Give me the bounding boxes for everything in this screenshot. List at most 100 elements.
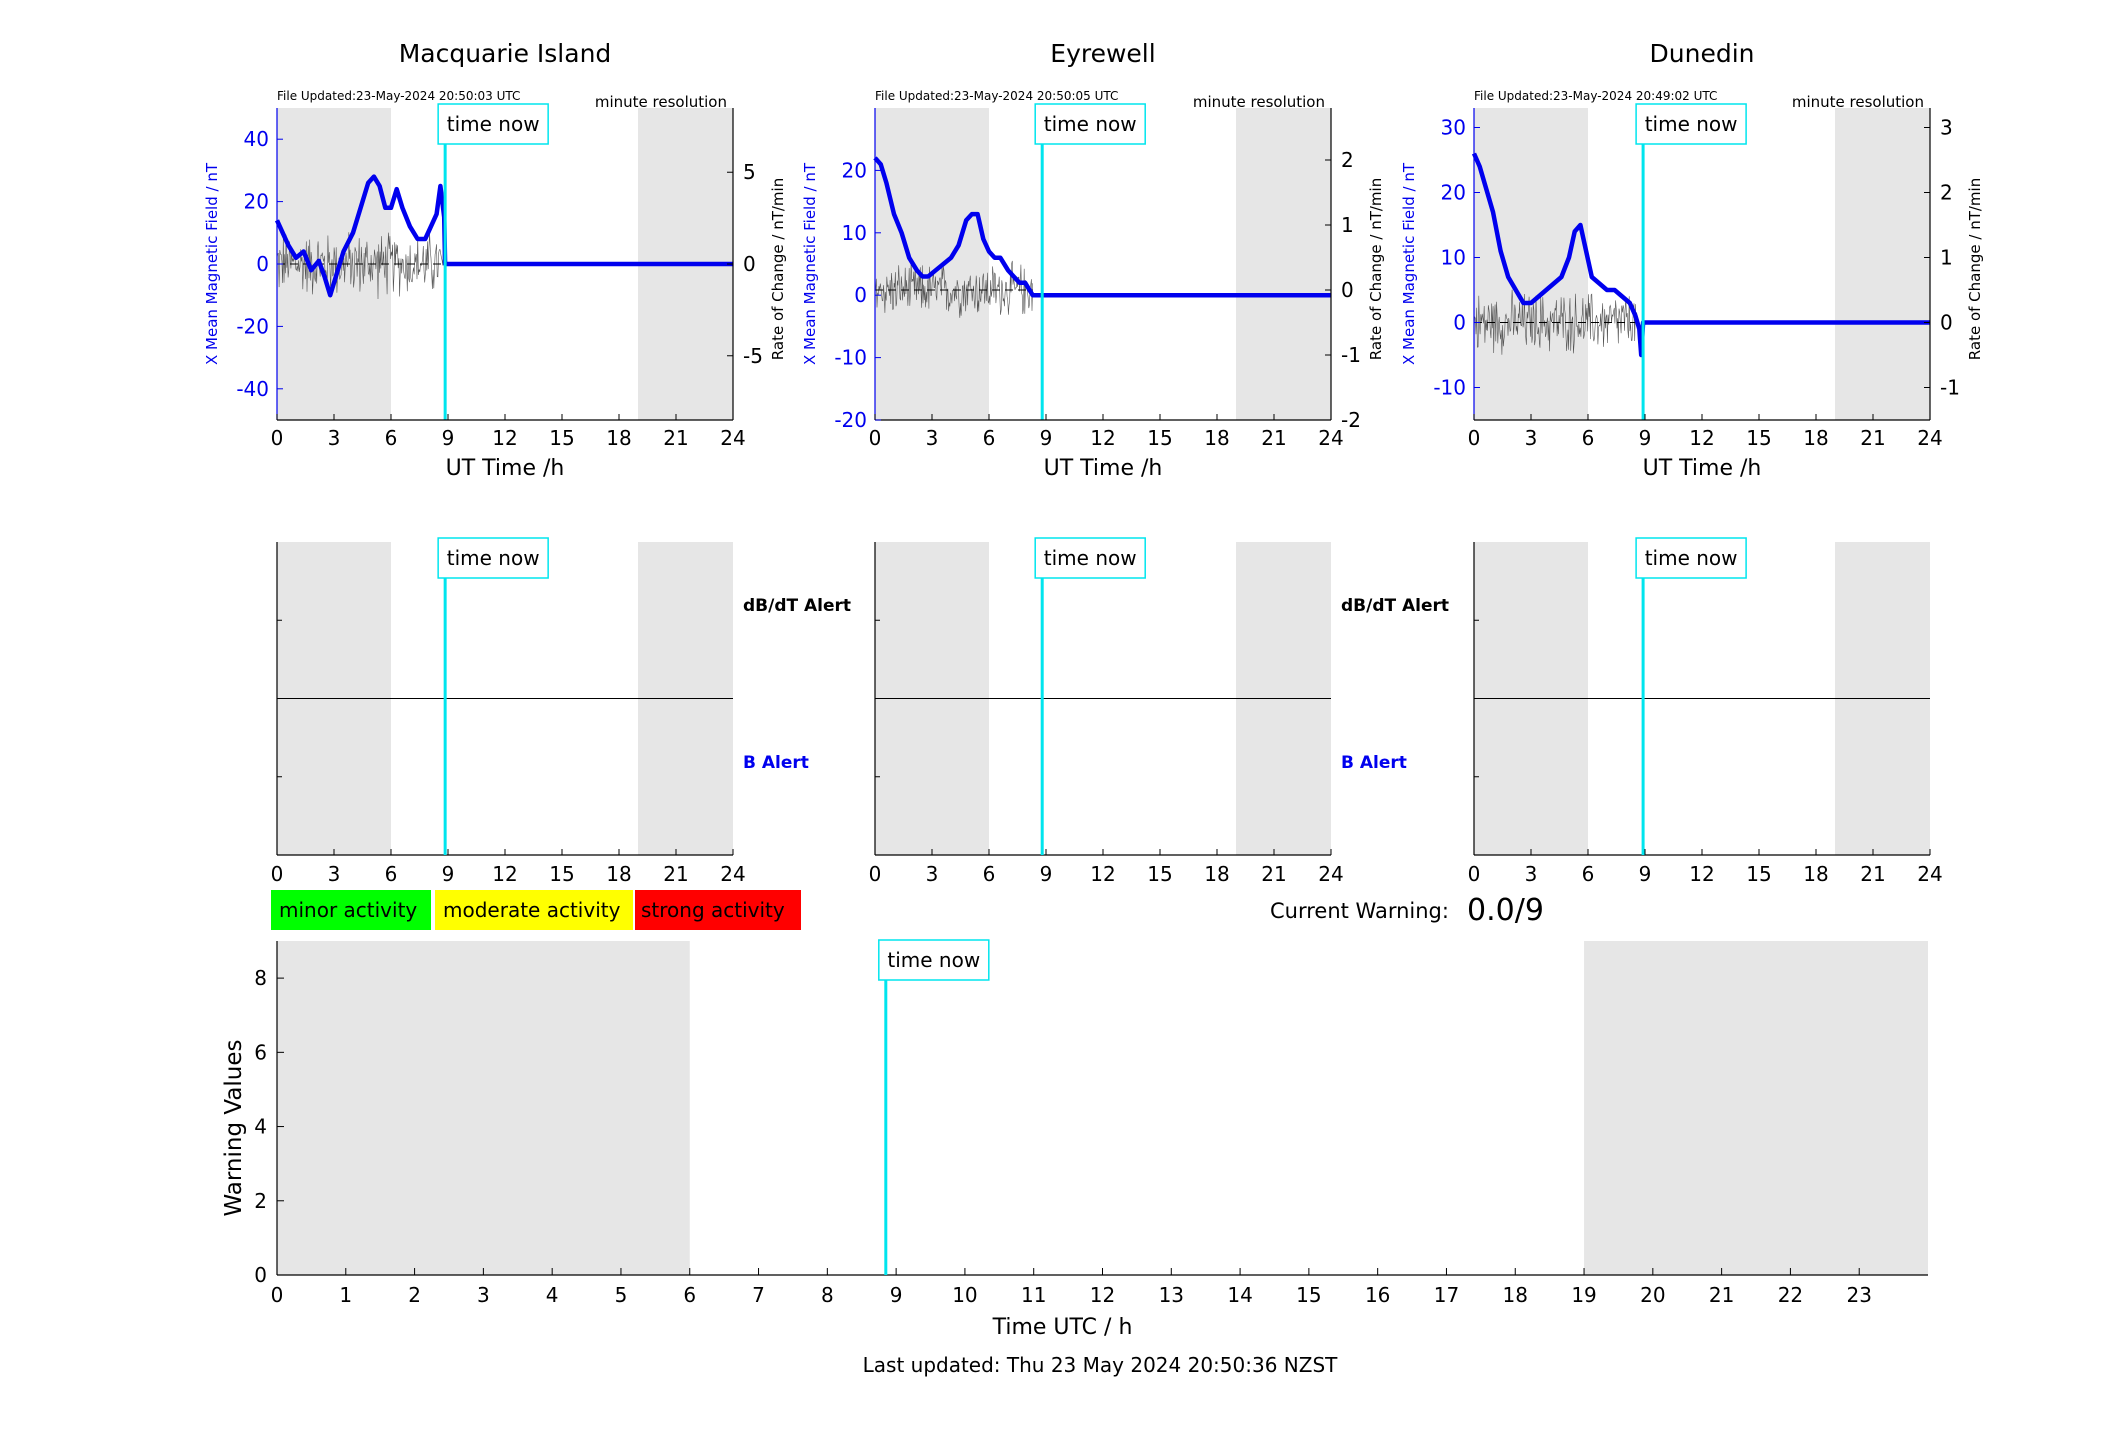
y-left-tick-label: 20 (244, 190, 269, 214)
x-tick-label: 11 (1021, 1283, 1046, 1307)
night-shade (1835, 108, 1930, 420)
x-tick-label: 8 (821, 1283, 834, 1307)
field-series (1471, 152, 1930, 358)
x-axis-label-warning: Time UTC / h (992, 1315, 1133, 1340)
y-right-tick-label: -1 (1341, 343, 1361, 367)
rate-of-change-series (874, 259, 1033, 318)
x-tick-label: 3 (477, 1283, 490, 1307)
file-updated-eyrewell: File Updated:23-May-2024 20:50:05 UTC (875, 89, 1118, 103)
x-tick-label: 0 (271, 862, 284, 886)
activity-legend: minor activity moderate activity strong … (271, 890, 801, 930)
x-tick-label: 21 (1261, 862, 1286, 886)
x-tick-label: 21 (663, 426, 688, 450)
dunedin-time-now-label: time now (1645, 112, 1738, 136)
y-left-tick-label: -40 (236, 377, 269, 401)
x-tick-label: 16 (1365, 1283, 1390, 1307)
x-tick-label: 23 (1846, 1283, 1871, 1307)
x-tick-label: 1 (339, 1283, 352, 1307)
warning-time-now-box (878, 939, 990, 981)
rate-of-change-series (276, 232, 445, 300)
x-axis-label-dunedin: UT Time /h (1643, 456, 1762, 481)
x-tick-label: 18 (1204, 426, 1229, 450)
x-tick-label: 9 (890, 1283, 903, 1307)
y-right-tick-label: 5 (743, 160, 756, 184)
x-tick-label: 18 (1803, 426, 1828, 450)
x-tick-label: 15 (1746, 426, 1771, 450)
field-series (873, 156, 1331, 298)
x-tick-label: 24 (720, 426, 745, 450)
y-left-tick-label: -10 (834, 346, 867, 370)
y-left-tick-label: -20 (834, 408, 867, 432)
b-alert-label: B Alert (1341, 753, 1407, 773)
x-tick-label: 24 (1917, 862, 1942, 886)
x-tick-label: 24 (1318, 426, 1343, 450)
y-right-tick-label: 2 (1940, 181, 1953, 205)
x-tick-label: 15 (1147, 862, 1172, 886)
x-tick-label: 9 (1040, 426, 1053, 450)
x-tick-label: 2 (408, 1283, 421, 1307)
x-tick-label: 9 (1040, 862, 1053, 886)
x-tick-label: 6 (683, 1283, 696, 1307)
y-right-tick-label: 3 (1940, 116, 1953, 140)
y-tick-label: 2 (254, 1189, 267, 1213)
x-tick-label: 21 (1860, 862, 1885, 886)
x-tick-label: 12 (1689, 426, 1714, 450)
x-tick-label: 9 (442, 426, 455, 450)
y-left-tick-label: 40 (244, 127, 269, 151)
x-tick-label: 6 (385, 426, 398, 450)
macquarie-island-time-now-box (437, 103, 549, 145)
legend-minor-swatch (271, 890, 431, 930)
y-left-tick-label: 0 (1453, 311, 1466, 335)
night-shade (277, 941, 690, 1275)
night-shade (1474, 108, 1588, 420)
y-right-axis-label: Rate of Change / nT/min (1367, 178, 1385, 360)
y-right-tick-label: 0 (1940, 311, 1953, 335)
y-left-axis-label: X Mean Magnetic Field / nT (801, 162, 819, 365)
x-tick-label: 6 (983, 426, 996, 450)
x-tick-label: 24 (1917, 426, 1942, 450)
x-tick-label: 18 (606, 862, 631, 886)
legend-minor-label: minor activity (279, 898, 417, 922)
dunedin-time-now-label: time now (1645, 546, 1738, 570)
x-tick-label: 18 (1204, 862, 1229, 886)
y-right-tick-label: 2 (1341, 148, 1354, 172)
y-right-tick-label: -5 (743, 344, 763, 368)
x-tick-label: 15 (1296, 1283, 1321, 1307)
y-right-tick-label: 1 (1940, 246, 1953, 270)
station-title-dunedin: Dunedin (1650, 39, 1755, 68)
legend-moderate-label: moderate activity (443, 898, 621, 922)
footer-last-updated: Last updated: Thu 23 May 2024 20:50:36 N… (863, 1353, 1339, 1377)
y-left-tick-label: -20 (236, 314, 269, 338)
y-right-tick-label: -2 (1341, 408, 1361, 432)
x-tick-label: 18 (606, 426, 631, 450)
y-left-tick-label: -10 (1433, 376, 1466, 400)
x-tick-label: 12 (1090, 862, 1115, 886)
station-title-macquarie-island: Macquarie Island (399, 39, 612, 68)
x-tick-label: 3 (1525, 862, 1538, 886)
b-alert-label: B Alert (743, 753, 809, 773)
station-title-eyrewell: Eyrewell (1050, 39, 1155, 68)
x-tick-label: 17 (1434, 1283, 1459, 1307)
x-tick-label: 9 (1639, 862, 1652, 886)
x-tick-label: 9 (442, 862, 455, 886)
y-left-tick-label: 10 (1441, 246, 1466, 270)
x-tick-label: 6 (385, 862, 398, 886)
eyrewell-time-now-box (1034, 537, 1146, 579)
y-right-axis-label: Rate of Change / nT/min (1966, 178, 1984, 360)
y-left-tick-label: 10 (842, 221, 867, 245)
x-tick-label: 6 (1582, 862, 1595, 886)
macquarie-island-time-now-box (437, 537, 549, 579)
y-left-tick-label: 20 (842, 158, 867, 182)
x-tick-label: 21 (1860, 426, 1885, 450)
x-tick-label: 6 (1582, 426, 1595, 450)
x-tick-label: 18 (1503, 1283, 1528, 1307)
field-series (274, 174, 733, 298)
legend-strong-swatch (635, 890, 801, 930)
y-left-axis-label: X Mean Magnetic Field / nT (203, 162, 221, 365)
x-tick-label: 21 (1709, 1283, 1734, 1307)
x-tick-label: 9 (1639, 426, 1652, 450)
x-tick-label: 0 (271, 1283, 284, 1307)
x-tick-label: 14 (1227, 1283, 1252, 1307)
x-tick-label: 12 (1090, 426, 1115, 450)
